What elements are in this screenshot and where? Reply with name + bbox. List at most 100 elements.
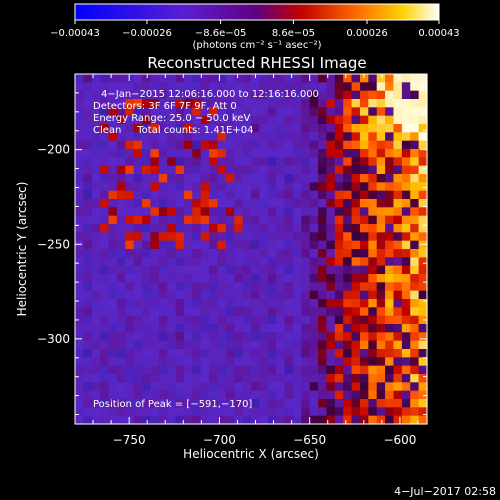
heatmap-cell [284,382,294,392]
heatmap-cell [334,124,344,133]
heatmap-cell [158,324,168,333]
heatmap-cell [359,357,369,367]
heatmap-cell [267,174,277,183]
heatmap-cell [75,149,84,158]
heatmap-cell [75,407,84,417]
heatmap-cell [234,207,244,217]
heatmap-cell [343,115,353,125]
heatmap-cell [234,115,244,125]
heatmap-cell [318,415,328,425]
heatmap-cell [209,340,219,350]
heatmap-cell [292,140,302,150]
heatmap-cell [376,290,386,300]
heatmap-cell [242,407,252,417]
heatmap-cell [217,124,227,133]
heatmap-cell [234,132,244,142]
heatmap-cell [309,324,319,333]
heatmap-cell [359,99,369,108]
y-axis-label: Heliocentric Y (arcsec) [15,182,29,317]
heatmap-cell [75,274,84,283]
heatmap-cell [142,365,152,375]
heatmap-cell [242,199,252,208]
heatmap-cell [175,257,185,267]
heatmap-cell [167,115,177,125]
heatmap-cell [343,90,353,100]
heatmap-cell [309,249,319,258]
heatmap-cell [167,140,177,150]
heatmap-cell [292,165,302,175]
heatmap-cell [150,140,160,150]
heatmap-cell [209,365,219,375]
heatmap-cell [318,165,328,175]
heatmap-cell [259,349,269,358]
heatmap-cell [217,132,227,142]
heatmap-cell [318,265,328,275]
heatmap-cell [167,307,177,317]
heatmap-cell [393,140,403,150]
heatmap-cell [276,99,286,108]
heatmap-cell [376,74,386,83]
heatmap-cell [376,90,386,100]
heatmap-cell [175,174,185,183]
heatmap-cell [359,199,369,208]
heatmap-cell [200,190,210,200]
heatmap-cell [267,215,277,225]
heatmap-cell [167,382,177,392]
heatmap-cell [351,290,361,300]
heatmap-cell [116,290,126,300]
heatmap-cell [418,140,428,150]
heatmap-cell [284,399,294,408]
heatmap-cell [83,232,93,242]
heatmap-cell [385,332,395,342]
heatmap-cell [116,107,126,117]
heatmap-cell [75,315,84,325]
heatmap-cell [267,74,277,83]
heatmap-cell [318,124,328,133]
heatmap-cell [292,415,302,425]
heatmap-cell [368,82,378,92]
heatmap-cell [200,290,210,300]
heatmap-cell [150,407,160,417]
heatmap-cell [175,82,185,92]
heatmap-cell [368,132,378,142]
heatmap-cell [343,215,353,225]
heatmap-cell [234,282,244,292]
heatmap-cell [318,382,328,392]
heatmap-cell [359,182,369,192]
heatmap-cell [410,82,420,92]
heatmap-cell [351,190,361,200]
heatmap-cell [158,74,168,83]
heatmap-cell [192,149,202,158]
heatmap-cell [393,240,403,250]
heatmap-cell [234,340,244,350]
heatmap-cell [309,124,319,133]
plot-frame [74,73,428,425]
heatmap-cell [351,349,361,358]
heatmap-cell [326,165,336,175]
heatmap-cell [209,149,219,158]
heatmap-cell [209,74,219,83]
heatmap-cell [234,315,244,325]
heatmap-cell [108,399,118,408]
heatmap-cell [142,232,152,242]
heatmap-cell [343,157,353,167]
heatmap-cell [225,374,235,383]
heatmap-cell [158,174,168,183]
heatmap-cell [343,74,353,83]
heatmap-cell [326,190,336,200]
heatmap-cell [301,332,311,342]
heatmap-cell [284,82,294,92]
heatmap-cell [368,265,378,275]
heatmap-cell [292,124,302,133]
heatmap-cell [83,415,93,425]
heatmap-cell [116,332,126,342]
heatmap-cell [225,282,235,292]
heatmap-cell [91,174,101,183]
heatmap-cell [326,374,336,383]
heatmap-cell [359,365,369,375]
heatmap-cell [217,307,227,317]
heatmap-cell [393,190,403,200]
heatmap-cell [284,299,294,308]
heatmap-cell [284,174,294,183]
